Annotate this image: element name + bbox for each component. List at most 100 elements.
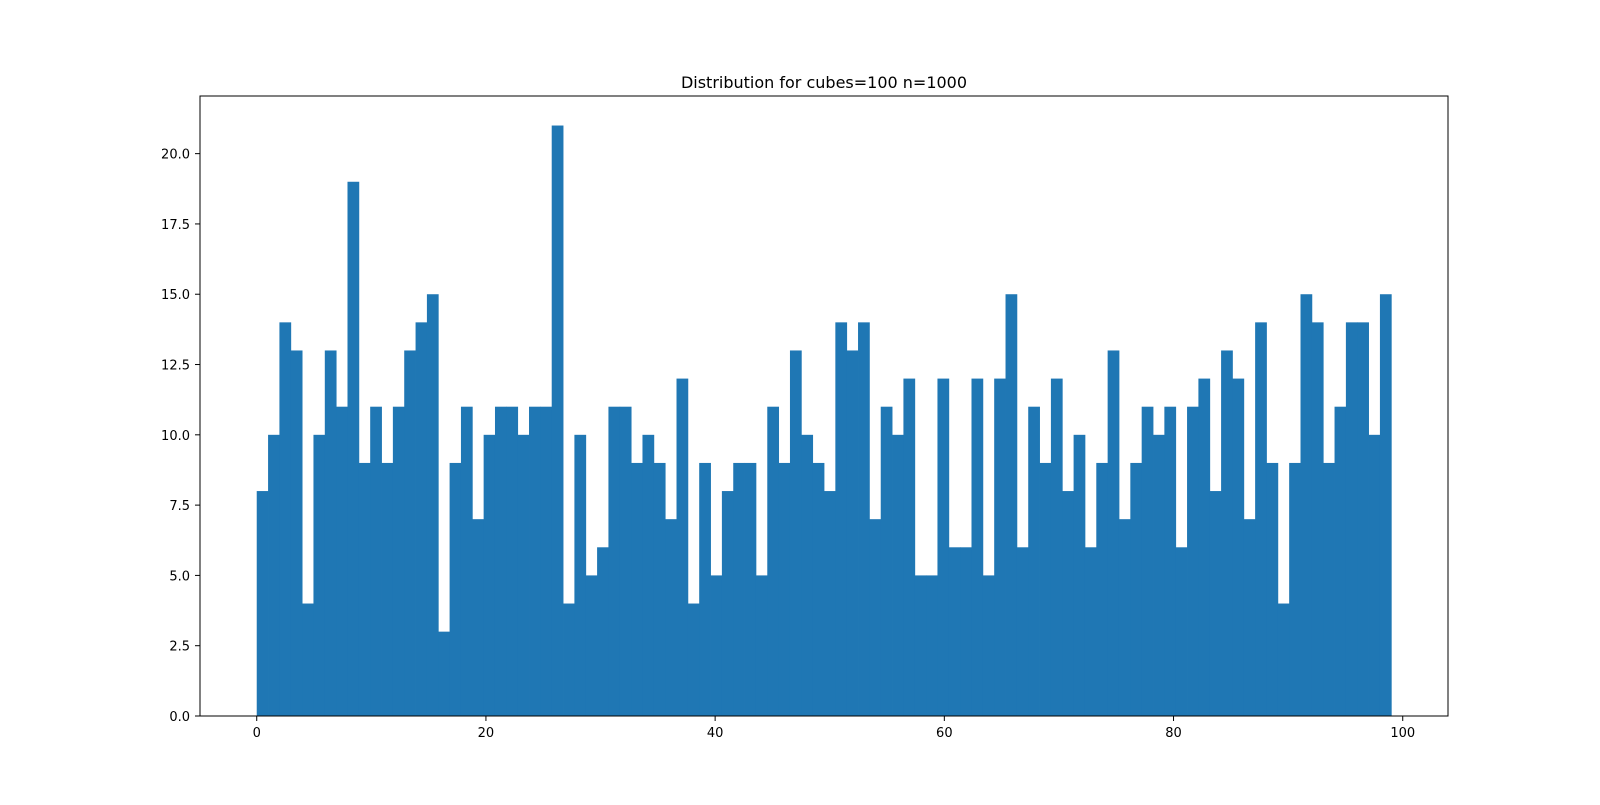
histogram-bar [835,322,848,716]
histogram-bar [971,378,984,716]
histogram-bar [926,575,938,716]
histogram-bar [324,350,337,716]
x-tick-label: 80 [1165,726,1182,741]
histogram-bar [858,322,870,716]
histogram-bar [665,519,677,716]
y-tick-label: 2.5 [169,640,190,655]
x-tick-label: 100 [1390,726,1415,741]
histogram-bar [290,350,303,716]
histogram-bar [778,462,791,716]
histogram-bar [404,350,416,716]
y-tick-label: 15.0 [161,288,190,303]
histogram-bar [744,462,757,716]
histogram-bar [415,322,428,716]
histogram-bar [472,519,485,716]
histogram-bar [948,547,961,716]
histogram-bar [1130,462,1143,716]
plot-frame [199,95,1449,717]
histogram-bar [619,406,632,716]
histogram-bar [438,631,450,716]
histogram-bar [563,603,575,716]
histogram-bar [1028,406,1040,716]
histogram-bar [824,491,836,716]
histogram-bar [1277,603,1290,716]
histogram-bar [1232,378,1245,716]
histogram-bar [268,434,280,716]
y-tick-label: 0.0 [169,710,190,725]
histogram-bar [880,406,893,716]
histogram-bar [608,406,621,716]
histogram-bar [1096,462,1109,716]
histogram-bar [1175,547,1188,716]
histogram-bar [381,462,394,716]
histogram-bar [483,434,496,716]
histogram-bar [1323,462,1335,716]
histogram-bar [597,547,609,716]
histogram-bar [1187,406,1199,716]
histogram-bar [302,603,314,716]
histogram-bar [801,434,814,716]
y-tick-label: 10.0 [161,429,190,444]
histogram-bar [279,322,292,716]
bars-layer [256,125,1392,717]
histogram-bar [358,462,371,716]
histogram-bar [506,406,519,716]
histogram-bar [676,378,689,716]
histogram-bar [1221,350,1233,716]
histogram-bar [642,434,655,716]
histogram-bar [1164,406,1177,716]
histogram-bar [426,294,439,716]
histogram-bar [1039,462,1052,716]
histogram-bar [313,434,326,716]
histogram-bar [1209,491,1222,716]
histogram-bar [449,462,462,716]
y-tick-label: 20.0 [161,148,190,163]
histogram-bar [1084,547,1097,716]
histogram-bar [1118,519,1131,716]
histogram-bar [256,491,269,716]
histogram-bar [846,350,859,716]
histogram-bar [960,547,972,716]
histogram-bar [1153,434,1165,716]
histogram-bar [1368,434,1381,716]
ticks-layer: 0 20 40 60 80 100 0.0 2.5 5.0 7.5 10.0 12.5 15.0 17.5… [161,148,1415,741]
histogram-bar [994,378,1006,716]
histogram-bar [1266,462,1279,716]
histogram-bar [789,350,802,716]
y-tick-label: 7.5 [169,499,190,514]
histogram-bar [710,575,723,716]
x-tick-label: 0 [253,726,261,741]
y-tick-label: 17.5 [161,218,190,233]
histogram-bar [494,406,507,716]
x-tick-label: 60 [936,726,953,741]
histogram-bar [1334,406,1347,716]
histogram-bar [653,462,666,716]
histogram-bar [1300,294,1313,716]
x-tick-label: 20 [478,726,495,741]
histogram-bar [1345,322,1358,716]
histogram-bar [529,406,541,716]
histogram-bar [551,125,564,717]
histogram-bar [869,519,882,716]
histogram-bar [733,462,745,716]
histogram-bar [1198,378,1211,716]
histogram-bar [1357,322,1369,716]
chart-title: Distribution for cubes=100 n=1000 [681,73,967,92]
histogram-bar [1107,350,1120,716]
histogram-bar [585,575,598,716]
histogram-bar [517,434,530,716]
histogram-bar [1005,294,1018,716]
histogram-bar [336,406,348,716]
histogram-bar [1050,378,1063,716]
histogram-bar [631,462,643,716]
histogram-bar [1016,547,1029,716]
histogram-bar [574,434,587,716]
histogram-bar [767,406,780,716]
histogram-bar [687,603,700,716]
histogram-bar [540,406,553,716]
histogram-bar [1073,434,1086,716]
histogram-bar [1141,406,1154,716]
histogram-bar [1289,462,1301,716]
